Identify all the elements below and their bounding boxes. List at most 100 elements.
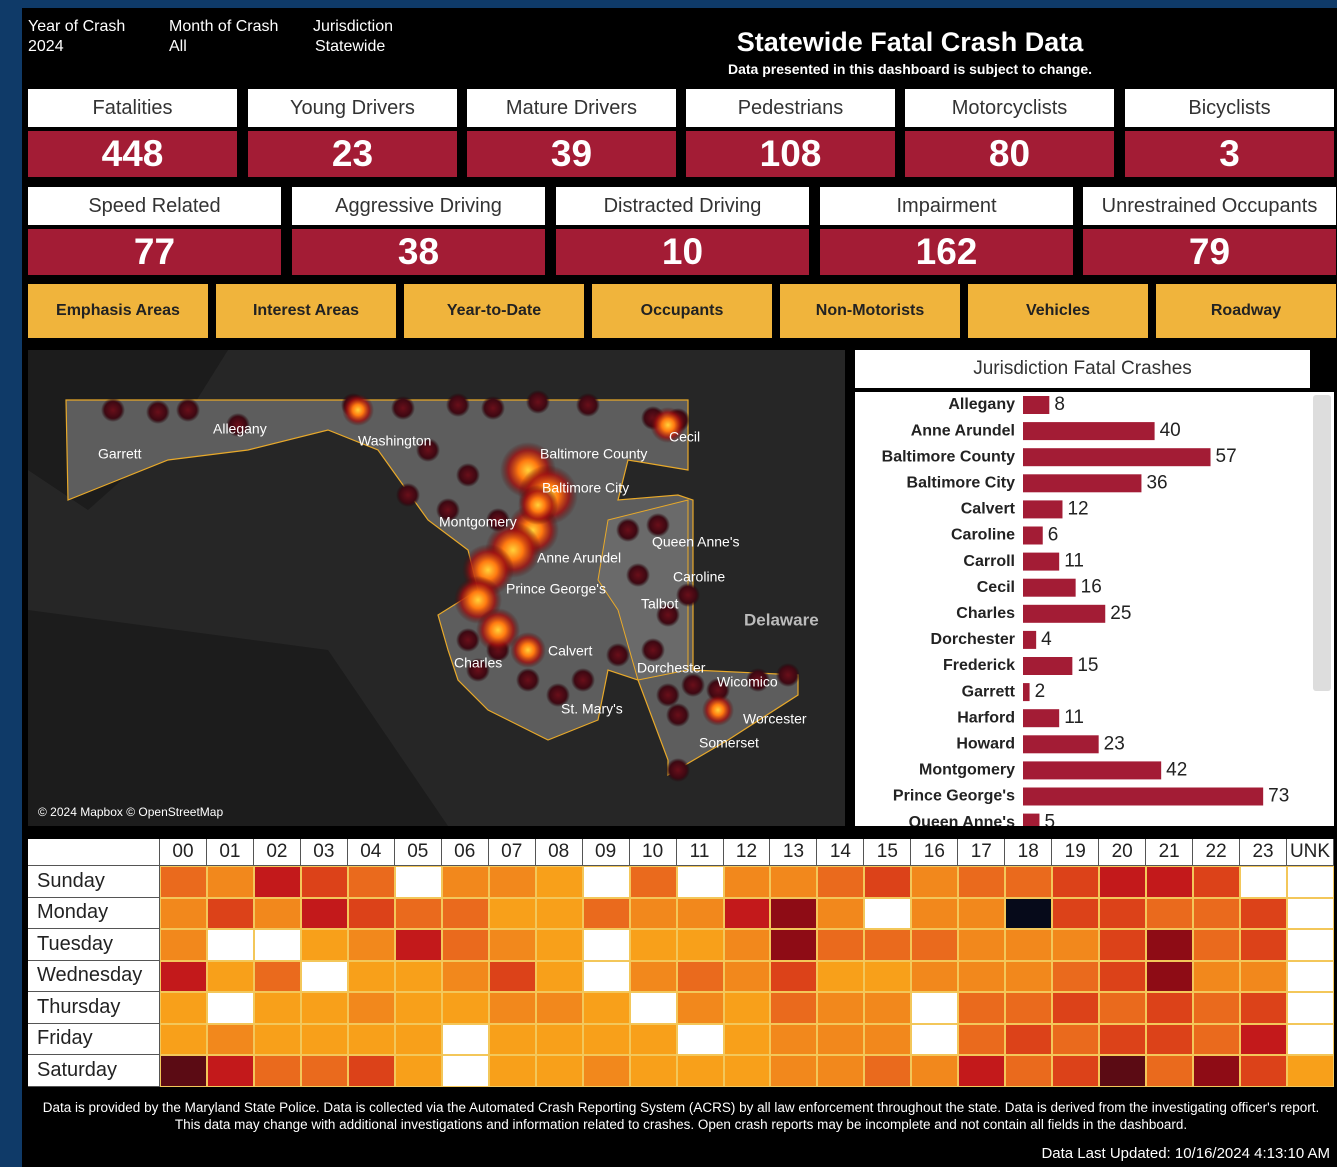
hour-header: 05 xyxy=(395,839,442,866)
heat-cell xyxy=(442,898,489,930)
heat-cell xyxy=(817,898,864,930)
crash-dot xyxy=(576,393,600,417)
heat-cell xyxy=(817,961,864,993)
filter-value[interactable]: Statewide xyxy=(315,38,385,56)
filter-label: Month of Crash xyxy=(169,18,278,36)
heat-cell xyxy=(536,898,583,930)
heat-cell xyxy=(1287,1055,1334,1087)
kpi-label: Impairment xyxy=(820,187,1073,225)
hour-header: 14 xyxy=(817,839,864,866)
heat-cell xyxy=(489,866,536,898)
crash-glow xyxy=(342,394,374,426)
heat-cell xyxy=(724,1055,771,1087)
heat-cell xyxy=(1146,1024,1193,1056)
nav-button[interactable]: Emphasis Areas xyxy=(28,284,208,338)
heat-cell xyxy=(254,961,301,993)
heat-cell xyxy=(1052,929,1099,961)
crash-dot xyxy=(571,668,595,692)
hour-header: 12 xyxy=(724,839,771,866)
nav-button[interactable]: Occupants xyxy=(592,284,772,338)
category-label: Anne Arundel xyxy=(911,422,1015,439)
category-label: Cecil xyxy=(977,579,1015,596)
heat-cell xyxy=(301,961,348,993)
heat-cell xyxy=(536,866,583,898)
bar xyxy=(1023,709,1059,727)
crash-dot xyxy=(146,400,170,424)
heat-cell xyxy=(864,992,911,1024)
kpi-label: Aggressive Driving xyxy=(292,187,545,225)
kpi-value: 162 xyxy=(820,229,1073,275)
heat-cell xyxy=(160,1024,207,1056)
crash-dot xyxy=(776,663,800,687)
kpi-label: Fatalities xyxy=(28,89,237,127)
nav-button[interactable]: Vehicles xyxy=(968,284,1148,338)
heat-cell xyxy=(583,992,630,1024)
value-label: 57 xyxy=(1216,446,1237,467)
hour-header: 23 xyxy=(1240,839,1287,866)
heat-cell xyxy=(630,898,677,930)
heat-cell xyxy=(1005,1055,1052,1087)
heat-cell xyxy=(864,1024,911,1056)
heat-cell xyxy=(348,992,395,1024)
heat-cell xyxy=(442,961,489,993)
kpi-value: 79 xyxy=(1083,229,1336,275)
heat-cell xyxy=(536,1024,583,1056)
bar xyxy=(1023,500,1062,518)
nav-button[interactable]: Year-to-Date xyxy=(404,284,584,338)
value-label: 11 xyxy=(1064,707,1084,728)
heat-cell xyxy=(911,929,958,961)
heat-cell xyxy=(1193,866,1240,898)
attribution: © 2024 Mapbox © OpenStreetMap xyxy=(38,805,223,819)
crash-dot xyxy=(101,398,125,422)
heat-cell xyxy=(1146,992,1193,1024)
heat-cell xyxy=(442,1055,489,1087)
hour-header: 18 xyxy=(1005,839,1052,866)
filter-label: Jurisdiction xyxy=(313,18,393,36)
nav-button[interactable]: Non-Motorists xyxy=(780,284,960,338)
scrollbar[interactable] xyxy=(1313,395,1331,691)
bar xyxy=(1023,631,1036,649)
heat-cell xyxy=(958,961,1005,993)
heat-cell xyxy=(1099,929,1146,961)
heat-cell xyxy=(817,866,864,898)
category-label: Garrett xyxy=(962,683,1016,700)
value-label: 42 xyxy=(1166,759,1187,780)
heat-cell xyxy=(1052,1024,1099,1056)
value-label: 2 xyxy=(1035,681,1046,702)
heat-cell xyxy=(395,929,442,961)
heat-cell xyxy=(395,866,442,898)
heat-cell xyxy=(1193,961,1240,993)
filter-value[interactable]: All xyxy=(169,38,187,56)
heat-cell xyxy=(1240,1024,1287,1056)
hour-header: 19 xyxy=(1052,839,1099,866)
day-label: Wednesday xyxy=(28,961,160,993)
heat-cell xyxy=(677,961,724,993)
crash-dot xyxy=(641,638,665,662)
bar xyxy=(1023,422,1155,440)
heat-cell xyxy=(864,866,911,898)
heat-cell xyxy=(207,898,254,930)
heat-cell xyxy=(207,1024,254,1056)
chart-title: Jurisdiction Fatal Crashes xyxy=(855,350,1310,388)
heat-cell xyxy=(770,992,817,1024)
nav-button[interactable]: Roadway xyxy=(1156,284,1336,338)
value-label: 15 xyxy=(1077,655,1098,676)
bar xyxy=(1023,683,1030,701)
nav-button[interactable]: Interest Areas xyxy=(216,284,396,338)
heat-cell xyxy=(160,961,207,993)
heat-cell xyxy=(724,961,771,993)
heat-cell xyxy=(724,898,771,930)
category-label: Harford xyxy=(957,709,1015,726)
heat-cell xyxy=(489,961,536,993)
heat-cell xyxy=(442,866,489,898)
category-label: Montgomery xyxy=(919,762,1015,779)
heat-cell xyxy=(1287,866,1334,898)
heat-cell xyxy=(1240,992,1287,1024)
heat-cell xyxy=(348,929,395,961)
kpi-label: Bicyclists xyxy=(1125,89,1334,127)
day-label: Thursday xyxy=(28,992,160,1024)
heat-cell xyxy=(958,929,1005,961)
heat-cell xyxy=(207,866,254,898)
filter-value[interactable]: 2024 xyxy=(28,38,64,56)
heat-cell xyxy=(817,992,864,1024)
